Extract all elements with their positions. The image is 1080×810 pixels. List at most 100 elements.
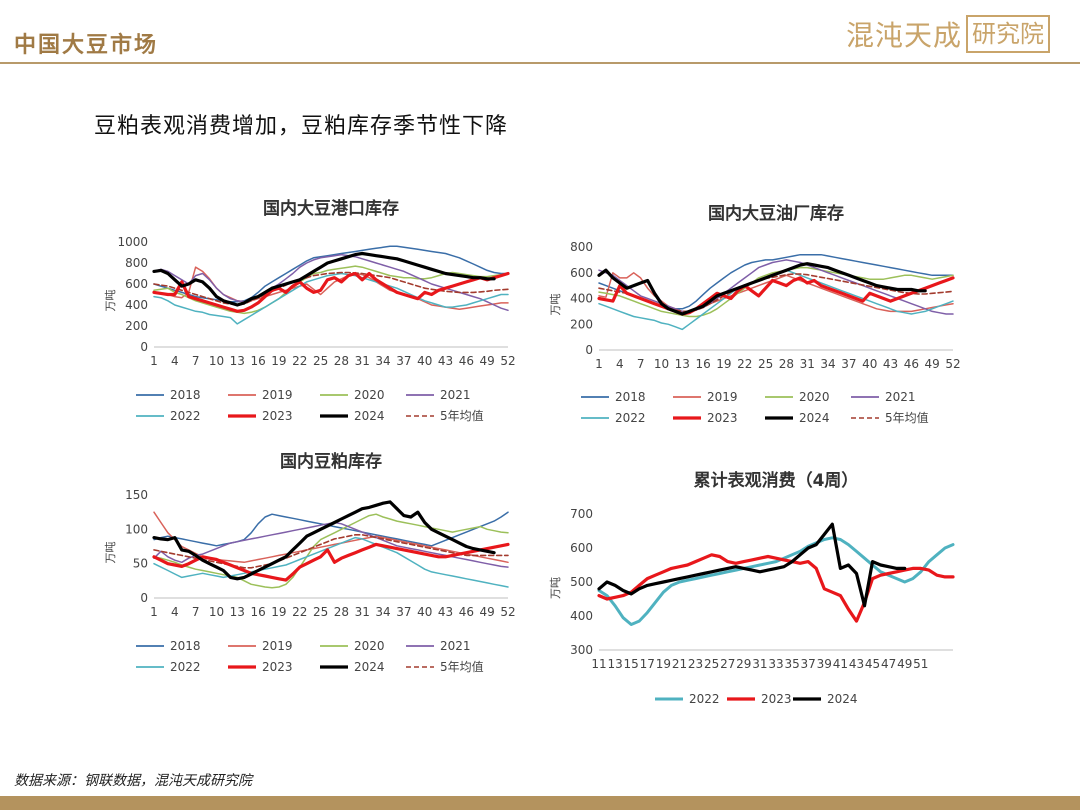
x-tick-label: 52 xyxy=(500,605,515,619)
x-tick-label: 43 xyxy=(883,357,898,371)
chart-port-inventory: 国内大豆港口库存 0 200 400 600 800 1000 万吨 1 4 7 10 13 16 19 22… xyxy=(100,190,520,430)
x-tick-label: 49 xyxy=(925,357,940,371)
series-line-2020 xyxy=(153,513,509,589)
x-tick-label: 47 xyxy=(881,657,896,671)
x-tick-label: 27 xyxy=(720,657,735,671)
x-tick-label: 37 xyxy=(396,605,411,619)
x-tick-label: 37 xyxy=(801,657,816,671)
series-line-2024 xyxy=(597,262,927,316)
x-tick-label: 33 xyxy=(768,657,783,671)
x-tick-label: 19 xyxy=(716,357,731,371)
chart-mill-inventory: 国内大豆油厂库存 0 200 400 600 800 万吨 1 4 7 10 13 16 19 22 25 28… xyxy=(545,195,965,435)
legend-label: 2022 xyxy=(170,660,201,674)
y-tick-label: 200 xyxy=(125,319,148,333)
x-tick-label: 37 xyxy=(841,357,856,371)
y-axis-label: 万吨 xyxy=(549,577,562,599)
legend-label: 2022 xyxy=(689,692,720,706)
series-line-2023 xyxy=(152,542,510,582)
x-tick-label: 13 xyxy=(230,605,245,619)
chart-svg: 国内大豆港口库存 0 200 400 600 800 1000 万吨 1 4 7 10 13 16 19 22… xyxy=(104,198,516,423)
logo-box: 研究院 xyxy=(966,15,1051,53)
x-tick-label: 16 xyxy=(250,354,265,368)
x-tick-label: 10 xyxy=(209,605,224,619)
series-line-2022 xyxy=(153,536,509,588)
series-line-5yr-avg xyxy=(153,534,509,569)
y-tick-label: 600 xyxy=(570,541,593,555)
legend-label: 2021 xyxy=(440,388,471,402)
x-tick-label: 13 xyxy=(607,657,622,671)
legend-label: 5年均值 xyxy=(885,410,929,425)
x-tick-label: 37 xyxy=(396,354,411,368)
x-tick-label: 4 xyxy=(171,605,179,619)
chart-title: 国内大豆港口库存 xyxy=(263,198,399,219)
legend-label: 5年均值 xyxy=(440,408,484,423)
x-tick-label: 17 xyxy=(640,657,655,671)
x-tick-label: 46 xyxy=(459,354,474,368)
x-tick-label: 25 xyxy=(313,605,328,619)
y-tick-label: 500 xyxy=(570,575,593,589)
y-tick-label: 600 xyxy=(125,277,148,291)
logo: 混沌天成 研究院 xyxy=(846,14,1051,54)
series-line-2021 xyxy=(153,253,509,312)
x-tick-label: 16 xyxy=(695,357,710,371)
legend-label: 2024 xyxy=(827,692,858,706)
x-tick-label: 23 xyxy=(688,657,703,671)
x-tick-label: 52 xyxy=(500,354,515,368)
y-tick-label: 0 xyxy=(140,591,148,605)
x-tick-label: 1 xyxy=(150,354,158,368)
legend-label: 2019 xyxy=(262,639,293,653)
x-tick-label: 1 xyxy=(150,605,158,619)
x-tick-label: 34 xyxy=(375,354,390,368)
series-line-2022 xyxy=(153,272,509,325)
y-tick-label: 200 xyxy=(570,317,593,331)
legend-label: 5年均值 xyxy=(440,659,484,674)
series-line-2021 xyxy=(598,259,954,315)
y-tick-label: 400 xyxy=(125,298,148,312)
y-axis-label: 万吨 xyxy=(549,294,562,316)
legend-label: 2019 xyxy=(262,388,293,402)
x-tick-label: 41 xyxy=(833,657,848,671)
x-tick-label: 28 xyxy=(334,354,349,368)
x-tick-label: 49 xyxy=(897,657,912,671)
series-line-2024 xyxy=(597,522,907,608)
legend-label: 2024 xyxy=(354,660,385,674)
legend-label: 2024 xyxy=(799,411,830,425)
series-line-2023 xyxy=(597,553,955,623)
x-tick-label: 21 xyxy=(672,657,687,671)
legend-label: 2023 xyxy=(262,409,293,423)
data-source-note: 数据来源：钢联数据，混沌天成研究院 xyxy=(14,773,252,789)
series-line-2024 xyxy=(152,500,496,581)
y-tick-label: 400 xyxy=(570,292,593,306)
legend-label: 2022 xyxy=(615,411,646,425)
x-tick-label: 25 xyxy=(704,657,719,671)
footer-bar xyxy=(0,796,1080,810)
legend-label: 2023 xyxy=(707,411,738,425)
series-line-5yr-avg xyxy=(153,271,509,306)
x-tick-label: 49 xyxy=(480,354,495,368)
y-tick-label: 0 xyxy=(585,343,593,357)
legend-label: 2023 xyxy=(761,692,792,706)
y-tick-label: 600 xyxy=(570,266,593,280)
chart-svg: 国内大豆油厂库存 0 200 400 600 800 万吨 1 4 7 10 13 16 19 22 25 28… xyxy=(549,203,961,425)
y-tick-label: 0 xyxy=(140,340,148,354)
chart-title: 国内豆粕库存 xyxy=(280,451,382,472)
x-tick-label: 28 xyxy=(779,357,794,371)
y-tick-label: 300 xyxy=(570,643,593,657)
headline: 豆粕表观消费增加，豆粕库存季节性下降 xyxy=(94,114,509,139)
x-tick-label: 31 xyxy=(355,354,370,368)
y-tick-label: 100 xyxy=(125,522,148,536)
series-line-2020 xyxy=(598,266,954,318)
x-tick-label: 49 xyxy=(480,605,495,619)
chart-svg: 国内豆粕库存 0 50 100 150 万吨 1 4 7 10 13 16 19 22 25 28 31 34 37… xyxy=(104,451,516,674)
y-tick-label: 150 xyxy=(125,488,148,502)
legend-label: 2021 xyxy=(885,390,916,404)
chart-title: 累计表观消费（4周） xyxy=(694,470,859,491)
x-tick-label: 40 xyxy=(862,357,877,371)
x-tick-label: 10 xyxy=(654,357,669,371)
x-tick-label: 11 xyxy=(591,657,606,671)
x-tick-label: 13 xyxy=(675,357,690,371)
x-tick-label: 43 xyxy=(438,605,453,619)
x-tick-label: 52 xyxy=(945,357,960,371)
x-tick-label: 25 xyxy=(758,357,773,371)
header: 中国大豆市场 混沌天成 研究院 xyxy=(0,0,1080,66)
